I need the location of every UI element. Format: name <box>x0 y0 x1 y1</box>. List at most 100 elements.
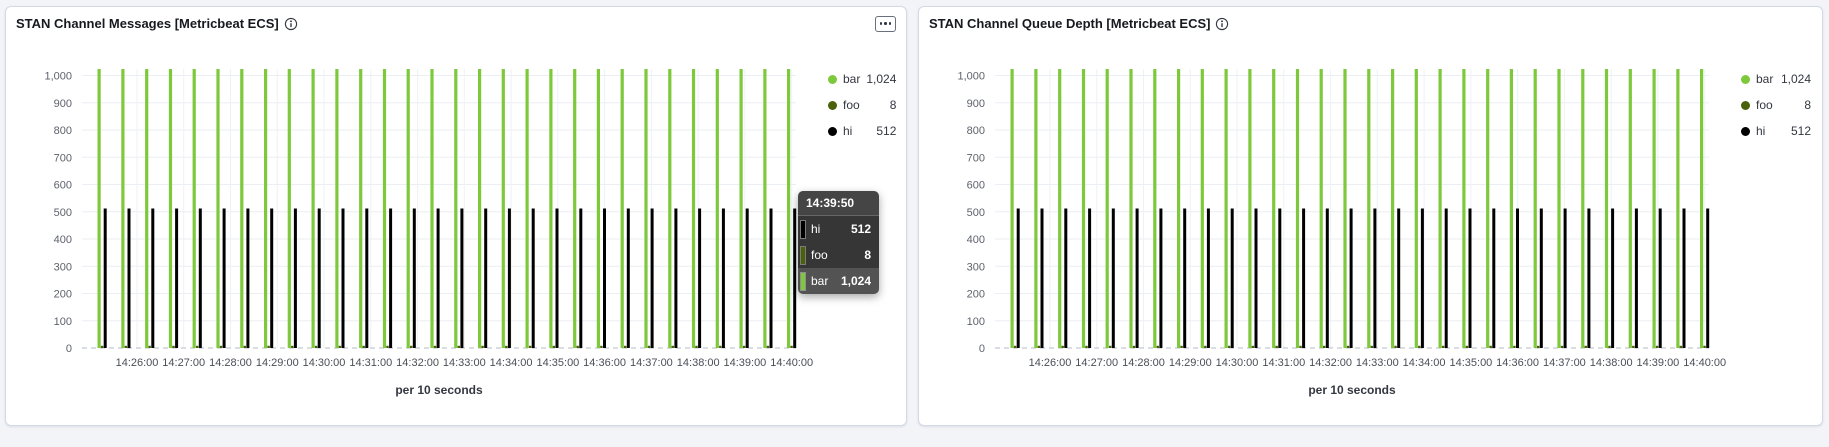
legend-value: 1,024 <box>866 72 897 86</box>
x-axis-title: per 10 seconds <box>1308 383 1396 397</box>
tooltip-label: foo <box>811 248 828 262</box>
chart-tooltip: 14:39:50 hi 512 foo 8 bar 1,024 <box>798 191 879 294</box>
svg-text:14:32:00: 14:32:00 <box>1309 357 1352 369</box>
svg-text:900: 900 <box>967 98 985 110</box>
svg-text:14:39:00: 14:39:00 <box>1636 357 1679 369</box>
svg-text:14:31:00: 14:31:00 <box>349 357 392 369</box>
legend-item-foo[interactable]: foo 8 <box>1741 98 1811 112</box>
panel-title: STAN Channel Queue Depth [Metricbeat ECS… <box>929 16 1211 31</box>
svg-text:700: 700 <box>54 152 72 164</box>
tooltip-swatch-hi <box>800 219 806 239</box>
svg-text:400: 400 <box>54 234 72 246</box>
svg-text:14:34:00: 14:34:00 <box>1403 357 1446 369</box>
svg-text:14:28:00: 14:28:00 <box>1122 357 1165 369</box>
svg-text:500: 500 <box>54 207 72 219</box>
svg-text:300: 300 <box>54 261 72 273</box>
panel-header: STAN Channel Messages [Metricbeat ECS] <box>6 7 906 36</box>
svg-text:800: 800 <box>967 125 985 137</box>
svg-text:0: 0 <box>66 343 72 355</box>
legend-item-hi[interactable]: hi 512 <box>828 124 896 138</box>
chart-canvas[interactable]: 14:26:00 14:27:00 14:28:00 14:29:00 14:30:00… <box>925 36 1729 381</box>
svg-text:14:39:00: 14:39:00 <box>723 357 766 369</box>
svg-text:14:33:00: 14:33:00 <box>443 357 486 369</box>
svg-text:14:32:00: 14:32:00 <box>396 357 439 369</box>
svg-text:14:28:00: 14:28:00 <box>209 357 252 369</box>
svg-text:14:40:00: 14:40:00 <box>1683 357 1726 369</box>
svg-text:14:27:00: 14:27:00 <box>162 357 205 369</box>
legend-label: bar <box>1756 72 1774 86</box>
legend-label: bar <box>843 72 861 86</box>
legend-label: foo <box>843 98 860 112</box>
legend-label: hi <box>1756 124 1766 138</box>
legend-swatch-hi <box>1741 126 1750 136</box>
tooltip-time: 14:39:50 <box>798 191 879 216</box>
legend-swatch-foo <box>1741 100 1750 110</box>
svg-text:14:38:00: 14:38:00 <box>677 357 720 369</box>
tooltip-swatch-bar <box>800 271 806 291</box>
svg-text:14:30:00: 14:30:00 <box>1216 357 1259 369</box>
svg-text:14:38:00: 14:38:00 <box>1590 357 1633 369</box>
svg-text:900: 900 <box>54 98 72 110</box>
legend-value: 8 <box>1804 98 1811 112</box>
svg-text:700: 700 <box>967 152 985 164</box>
svg-text:100: 100 <box>967 316 985 328</box>
svg-text:14:27:00: 14:27:00 <box>1075 357 1118 369</box>
legend-label: foo <box>1756 98 1773 112</box>
chart-legend: bar 1,024 foo 8 hi 512 <box>1729 36 1821 381</box>
panel-options-button[interactable] <box>875 15 896 32</box>
legend-value: 512 <box>1790 124 1811 138</box>
svg-text:14:35:00: 14:35:00 <box>1449 357 1492 369</box>
svg-text:14:36:00: 14:36:00 <box>583 357 626 369</box>
svg-text:600: 600 <box>967 180 985 192</box>
svg-text:1,000: 1,000 <box>957 71 985 83</box>
chart-canvas[interactable]: 14:26:00 14:27:00 14:28:00 14:29:00 14:30:00… <box>12 36 816 381</box>
info-icon[interactable] <box>1215 17 1229 31</box>
tooltip-label: hi <box>811 222 821 236</box>
legend-swatch-hi <box>828 126 837 136</box>
panel-header: STAN Channel Queue Depth [Metricbeat ECS… <box>919 7 1822 36</box>
svg-text:0: 0 <box>979 343 985 355</box>
panel-title: STAN Channel Messages [Metricbeat ECS] <box>16 16 279 31</box>
chart-legend: bar 1,024 foo 8 hi 512 <box>816 36 906 381</box>
svg-text:14:37:00: 14:37:00 <box>1543 357 1586 369</box>
tooltip-value: 512 <box>850 222 871 236</box>
svg-text:14:26:00: 14:26:00 <box>1029 357 1072 369</box>
svg-text:14:29:00: 14:29:00 <box>256 357 299 369</box>
legend-item-foo[interactable]: foo 8 <box>828 98 896 112</box>
svg-text:14:40:00: 14:40:00 <box>770 357 813 369</box>
panel-stan-channel-queue-depth: STAN Channel Queue Depth [Metricbeat ECS… <box>918 6 1823 426</box>
tooltip-row-foo: foo 8 <box>798 242 879 268</box>
svg-text:400: 400 <box>967 234 985 246</box>
svg-text:200: 200 <box>967 289 985 301</box>
svg-text:14:30:00: 14:30:00 <box>303 357 346 369</box>
svg-text:14:26:00: 14:26:00 <box>116 357 159 369</box>
svg-text:800: 800 <box>54 125 72 137</box>
svg-text:14:29:00: 14:29:00 <box>1169 357 1212 369</box>
x-axis-title: per 10 seconds <box>395 383 483 397</box>
legend-swatch-bar <box>828 74 837 84</box>
svg-text:14:36:00: 14:36:00 <box>1496 357 1539 369</box>
tooltip-label: bar <box>811 274 829 288</box>
svg-text:14:31:00: 14:31:00 <box>1262 357 1305 369</box>
tooltip-value: 1,024 <box>840 274 871 288</box>
panel-stan-channel-messages: STAN Channel Messages [Metricbeat ECS] 1… <box>5 6 907 426</box>
legend-item-hi[interactable]: hi 512 <box>1741 124 1811 138</box>
svg-text:14:33:00: 14:33:00 <box>1356 357 1399 369</box>
legend-value: 1,024 <box>1780 72 1811 86</box>
svg-text:500: 500 <box>967 207 985 219</box>
legend-swatch-bar <box>1741 74 1750 84</box>
svg-text:14:34:00: 14:34:00 <box>490 357 533 369</box>
legend-item-bar[interactable]: bar 1,024 <box>828 72 896 86</box>
tooltip-value: 8 <box>864 248 871 262</box>
chart-body: 14:26:00 14:27:00 14:28:00 14:29:00 14:30:00… <box>6 36 906 381</box>
svg-text:200: 200 <box>54 289 72 301</box>
svg-text:300: 300 <box>967 261 985 273</box>
legend-item-bar[interactable]: bar 1,024 <box>1741 72 1811 86</box>
legend-value: 8 <box>889 98 897 112</box>
tooltip-swatch-foo <box>800 245 806 265</box>
info-icon[interactable] <box>284 17 298 31</box>
tooltip-row-bar: bar 1,024 <box>798 268 879 294</box>
svg-text:1,000: 1,000 <box>44 71 72 83</box>
svg-text:14:37:00: 14:37:00 <box>630 357 673 369</box>
svg-text:14:35:00: 14:35:00 <box>536 357 579 369</box>
